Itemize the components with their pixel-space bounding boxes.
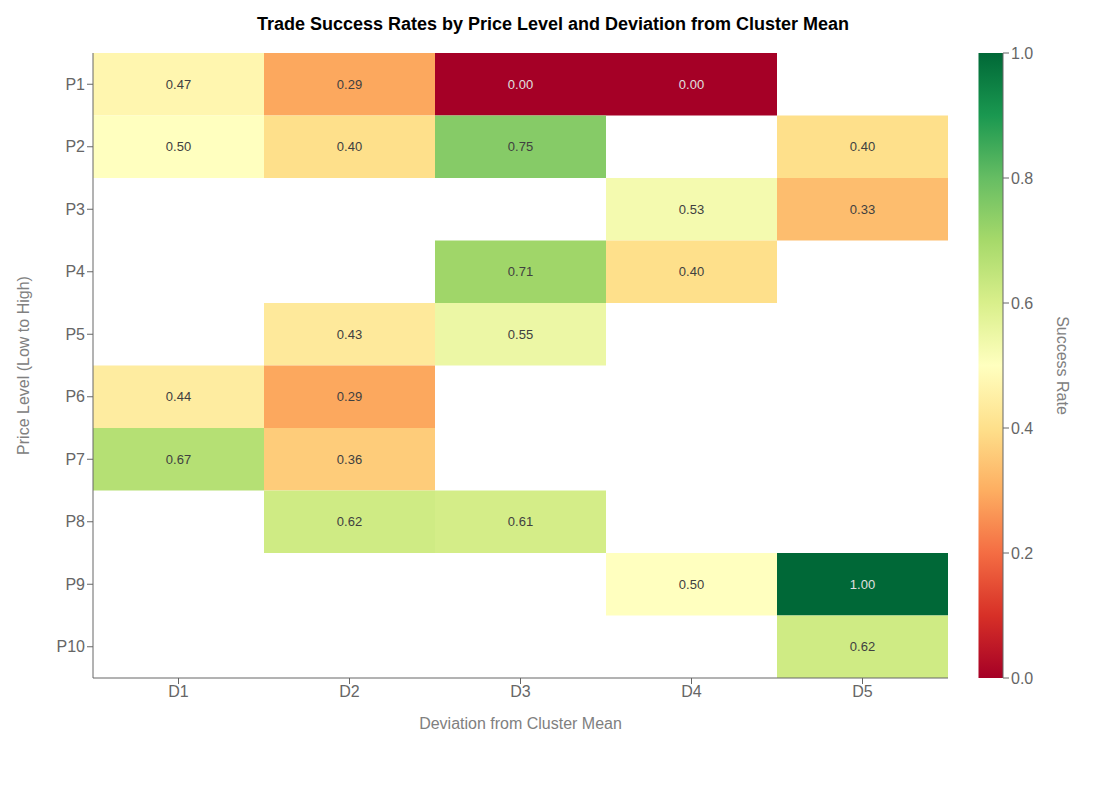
svg-text:0.55: 0.55 (508, 327, 533, 342)
svg-text:0.40: 0.40 (850, 139, 875, 154)
svg-text:P8: P8 (65, 513, 85, 530)
svg-text:P5: P5 (65, 326, 85, 343)
svg-text:0.8: 0.8 (1011, 170, 1033, 187)
svg-text:0.43: 0.43 (337, 327, 362, 342)
svg-text:0.62: 0.62 (337, 514, 362, 529)
svg-text:0.62: 0.62 (850, 639, 875, 654)
svg-text:0.6: 0.6 (1011, 295, 1033, 312)
svg-text:0.00: 0.00 (679, 77, 704, 92)
svg-text:P9: P9 (65, 576, 85, 593)
svg-text:0.40: 0.40 (337, 139, 362, 154)
svg-text:0.33: 0.33 (850, 202, 875, 217)
svg-text:0.0: 0.0 (1011, 670, 1033, 687)
svg-text:D4: D4 (681, 683, 702, 700)
svg-text:1.00: 1.00 (850, 577, 875, 592)
html-text:Trade Success Rates by Price L: Trade Success Rates by Price Level and D… (256, 14, 850, 34)
svg-text:0.61: 0.61 (508, 514, 533, 529)
svg-text:Success Rate: Success Rate (1054, 316, 1071, 415)
svg-text:0.47: 0.47 (166, 77, 191, 92)
svg-text:D2: D2 (339, 683, 360, 700)
svg-text:0.4: 0.4 (1011, 420, 1033, 437)
svg-text:Price Level (Low to High): Price Level (Low to High) (15, 276, 32, 455)
svg-text:D5: D5 (852, 683, 873, 700)
svg-text:P3: P3 (65, 201, 85, 218)
svg-text:0.53: 0.53 (679, 202, 704, 217)
svg-text:0.44: 0.44 (166, 389, 191, 404)
svg-text:P10: P10 (57, 638, 86, 655)
svg-text:0.00: 0.00 (508, 77, 533, 92)
svg-text:0.67: 0.67 (166, 452, 191, 467)
svg-text:0.2: 0.2 (1011, 545, 1033, 562)
svg-text:0.36: 0.36 (337, 452, 362, 467)
svg-text:D3: D3 (510, 683, 531, 700)
svg-text:P2: P2 (65, 138, 85, 155)
svg-text:0.29: 0.29 (337, 77, 362, 92)
svg-text:0.50: 0.50 (166, 139, 191, 154)
svg-text:0.71: 0.71 (508, 264, 533, 279)
svg-text:D1: D1 (168, 683, 189, 700)
svg-text:P4: P4 (65, 263, 85, 280)
svg-text:Deviation from Cluster Mean: Deviation from Cluster Mean (419, 715, 622, 732)
svg-text:P6: P6 (65, 388, 85, 405)
svg-text:P1: P1 (65, 76, 85, 93)
svg-text:P7: P7 (65, 451, 85, 468)
svg-text:1.0: 1.0 (1011, 45, 1033, 62)
svg-text:0.40: 0.40 (679, 264, 704, 279)
svg-text:0.29: 0.29 (337, 389, 362, 404)
svg-text:0.75: 0.75 (508, 139, 533, 154)
svg-text:0.50: 0.50 (679, 577, 704, 592)
